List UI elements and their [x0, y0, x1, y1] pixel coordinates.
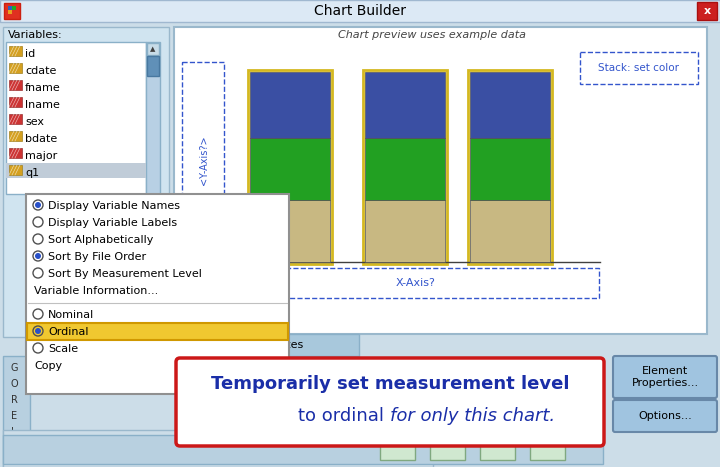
Bar	[530, 438, 565, 460]
Bar	[248, 70, 332, 264]
Bar	[697, 2, 717, 20]
Bar	[147, 56, 159, 76]
Bar	[580, 52, 698, 84]
Bar	[9, 131, 22, 141]
Bar	[26, 194, 289, 394]
Text: to ordinal: to ordinal	[298, 407, 390, 425]
Bar	[6, 163, 146, 178]
Text: lname: lname	[25, 100, 60, 110]
Text: Scale: Scale	[48, 344, 78, 354]
Text: L: L	[12, 427, 17, 437]
Bar	[4, 3, 20, 19]
Text: q1: q1	[25, 168, 39, 178]
Bar	[480, 438, 515, 460]
Bar	[430, 438, 465, 460]
Bar	[3, 430, 433, 467]
Bar	[6, 42, 146, 194]
Circle shape	[35, 253, 41, 259]
Text: x: x	[703, 6, 711, 16]
Text: E: E	[11, 411, 17, 421]
Text: Ctrl+C: Ctrl+C	[247, 361, 284, 371]
Bar	[363, 70, 447, 264]
Bar	[3, 435, 603, 464]
Text: Stack: set color: Stack: set color	[598, 63, 680, 73]
Bar	[3, 27, 169, 337]
Bar	[174, 27, 707, 334]
Bar	[9, 46, 22, 56]
Circle shape	[35, 202, 41, 208]
Bar	[182, 62, 224, 257]
Text: id: id	[25, 49, 35, 59]
Text: fname: fname	[25, 83, 60, 93]
Bar	[174, 334, 359, 356]
Text: Chart Builder: Chart Builder	[314, 4, 406, 18]
Text: Display Variable Names: Display Variable Names	[48, 201, 180, 211]
Bar	[9, 165, 22, 175]
Text: Ordinal: Ordinal	[48, 327, 89, 337]
Bar	[12, 6, 16, 10]
Text: Chart preview uses example data: Chart preview uses example data	[338, 30, 526, 40]
Bar	[468, 70, 552, 264]
Text: Sort Alphabetically: Sort Alphabetically	[48, 235, 153, 245]
Text: Element
Properties...: Element Properties...	[631, 366, 698, 388]
Bar	[3, 356, 30, 467]
Text: R: R	[11, 395, 17, 405]
Text: Sort By File Order: Sort By File Order	[48, 252, 146, 262]
Text: cdate: cdate	[25, 66, 56, 76]
FancyBboxPatch shape	[613, 400, 717, 432]
Text: A: A	[11, 443, 17, 453]
Text: G: G	[10, 363, 18, 373]
Circle shape	[35, 328, 41, 334]
Text: Nominal: Nominal	[48, 310, 94, 320]
FancyBboxPatch shape	[176, 358, 604, 446]
Bar	[9, 63, 22, 73]
Bar	[380, 438, 415, 460]
Bar	[250, 138, 330, 200]
Text: Temporarily set measurement level: Temporarily set measurement level	[211, 375, 570, 393]
Bar	[9, 148, 22, 158]
Text: <Y-Axis?>: <Y-Axis?>	[199, 135, 209, 185]
Bar	[470, 72, 550, 138]
Text: bdate: bdate	[25, 134, 58, 144]
Text: Options...: Options...	[638, 411, 692, 421]
Bar	[8, 6, 12, 10]
Bar	[9, 97, 22, 107]
Text: Variable Information...: Variable Information...	[34, 286, 158, 296]
Text: sex: sex	[25, 117, 44, 127]
Bar	[365, 200, 445, 262]
Bar	[0, 356, 720, 467]
Text: for only this chart.: for only this chart.	[390, 407, 555, 425]
Bar	[250, 72, 330, 138]
Bar	[0, 0, 720, 22]
Text: Sort By Measurement Level: Sort By Measurement Level	[48, 269, 202, 279]
Bar	[470, 138, 550, 200]
Bar	[365, 72, 445, 138]
Bar	[234, 268, 599, 298]
Text: Variables:: Variables:	[8, 30, 63, 40]
Text: major: major	[25, 151, 58, 161]
Bar	[9, 114, 22, 124]
Bar	[27, 323, 288, 340]
Text: ▲: ▲	[150, 46, 156, 52]
Bar	[146, 42, 160, 194]
Bar	[9, 80, 22, 90]
Text: X-Axis?: X-Axis?	[396, 278, 436, 288]
Bar	[147, 43, 159, 55]
Bar	[470, 200, 550, 262]
Bar	[365, 138, 445, 200]
Bar	[250, 200, 330, 262]
Text: Copy: Copy	[34, 361, 62, 371]
FancyBboxPatch shape	[613, 356, 717, 398]
Text: O: O	[10, 379, 18, 389]
Bar	[8, 10, 12, 14]
Text: Display Variable Labels: Display Variable Labels	[48, 218, 177, 228]
Text: les/Footnotes: les/Footnotes	[229, 340, 303, 350]
